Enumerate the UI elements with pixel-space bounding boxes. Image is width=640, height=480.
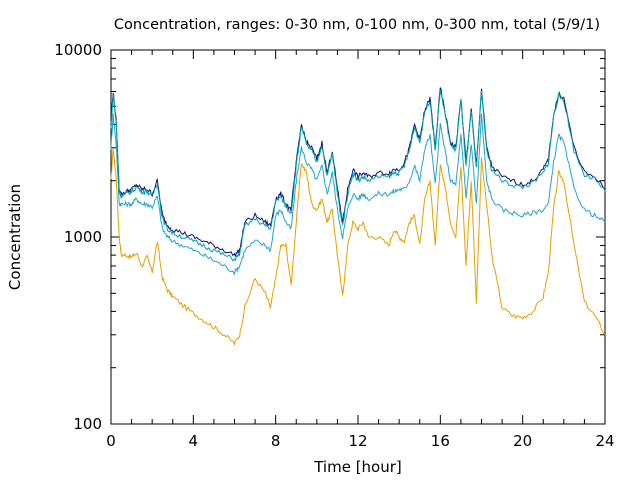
y-axis-label: Concentration (6, 184, 24, 290)
x-tick-label: 12 (348, 432, 367, 450)
axis-ticks (110, 49, 606, 425)
y-tick-label: 1000 (64, 228, 102, 246)
x-tick-label: 8 (271, 432, 281, 450)
x-tick-label: 16 (431, 432, 450, 450)
x-axis-label: Time [hour] (313, 458, 402, 476)
series-line-1 (110, 148, 606, 346)
x-tick-label: 20 (513, 432, 532, 450)
y-tick-label: 10000 (54, 41, 102, 59)
y-tick-label: 100 (73, 415, 102, 433)
plot-frame (110, 49, 606, 425)
series-layer (110, 87, 606, 346)
series-line-2 (110, 113, 606, 276)
x-tick-label: 0 (106, 432, 116, 450)
tick-labels: 0 4 8 12 16 20 24 100 1000 10000 (54, 41, 614, 450)
chart-title: Concentration, ranges: 0-30 nm, 0-100 nm… (114, 17, 600, 33)
x-tick-label: 4 (189, 432, 199, 450)
x-tick-label: 24 (595, 432, 614, 450)
series-line-4 (110, 90, 606, 262)
